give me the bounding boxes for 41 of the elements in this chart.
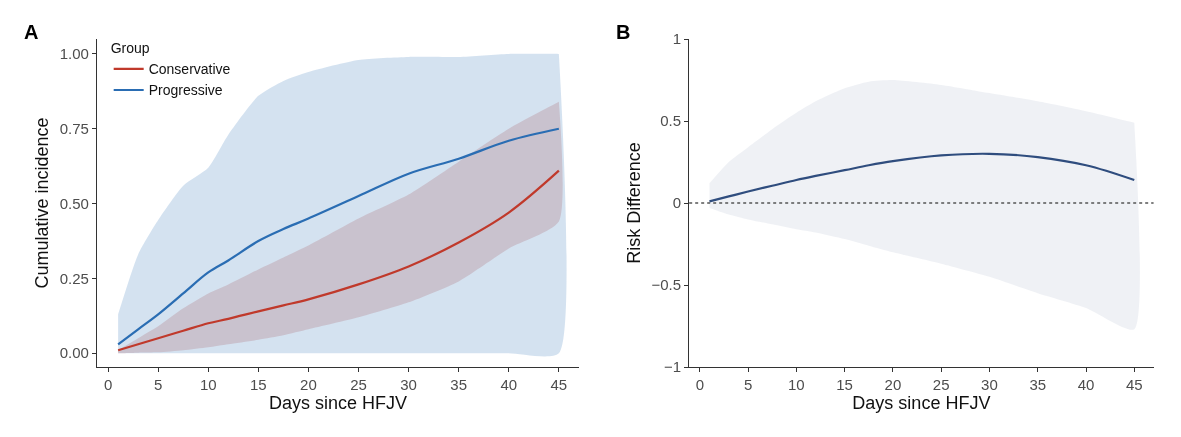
x-tick-label: 10 xyxy=(788,376,805,394)
line-series xyxy=(117,169,560,352)
x-tick-label: 5 xyxy=(154,376,163,394)
x-tick-label: 20 xyxy=(884,376,902,394)
y-tick-label: 0.00 xyxy=(59,344,89,362)
y-tick-label: 0.75 xyxy=(59,120,89,138)
chart-title: B xyxy=(616,21,631,43)
x-tick-label: 40 xyxy=(500,376,518,394)
x-tick-label: 35 xyxy=(450,376,468,394)
legend-title: Group xyxy=(110,40,150,57)
y-tick-label: 0.25 xyxy=(59,269,89,287)
x-tick-label: 40 xyxy=(1077,376,1095,394)
y-tick-label: 0.50 xyxy=(59,194,89,212)
legend-label: Progressive xyxy=(148,82,223,99)
chart-title: A xyxy=(24,21,39,43)
y-axis-title: Risk Difference xyxy=(623,142,644,264)
x-tick-label: 30 xyxy=(400,376,417,394)
x-tick-label: 25 xyxy=(932,376,950,394)
x-tick-label: 35 xyxy=(1029,376,1047,394)
x-tick-label: 10 xyxy=(199,376,217,394)
x-tick-label: 20 xyxy=(300,376,317,394)
y-axis-title: Cumulative incidence xyxy=(31,117,52,289)
x-tick-label: 15 xyxy=(250,376,267,394)
y-tick-label: 0.5 xyxy=(660,112,682,130)
x-tick-label: 45 xyxy=(550,376,568,394)
x-axis-title: Days since HFJV xyxy=(852,393,991,414)
y-tick-label: 1.00 xyxy=(59,45,89,63)
x-tick-label: 30 xyxy=(981,376,998,394)
y-tick-label: −0.5 xyxy=(651,276,682,294)
x-tick-label: 15 xyxy=(836,376,853,394)
y-tick-label: 0 xyxy=(672,194,682,212)
x-tick-label: 0 xyxy=(695,376,704,394)
y-tick-label: 1 xyxy=(672,30,682,48)
line-series xyxy=(708,152,1136,203)
legend-label: Conservative xyxy=(148,61,231,78)
x-tick-label: 25 xyxy=(350,376,367,394)
x-axis-title: Days since HFJV xyxy=(268,393,408,414)
x-tick-label: 45 xyxy=(1125,376,1143,394)
x-tick-label: 5 xyxy=(743,376,753,394)
x-tick-label: 0 xyxy=(103,376,113,394)
y-tick-label: −1 xyxy=(663,358,682,376)
